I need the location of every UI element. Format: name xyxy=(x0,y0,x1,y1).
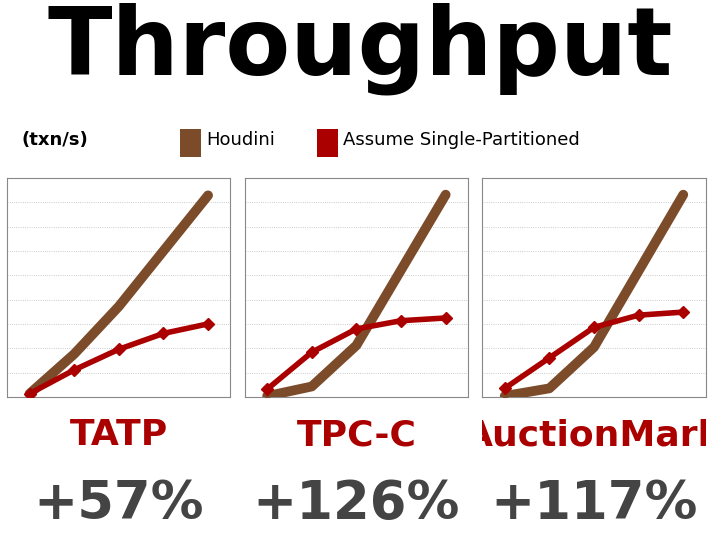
Text: TATP: TATP xyxy=(70,418,168,453)
Text: Assume Single-Partitioned: Assume Single-Partitioned xyxy=(343,131,580,149)
Text: +57%: +57% xyxy=(34,478,204,530)
Text: Throughput: Throughput xyxy=(48,2,672,95)
Text: AuctionMark: AuctionMark xyxy=(465,418,720,453)
Text: Houdini: Houdini xyxy=(207,131,275,149)
Text: +126%: +126% xyxy=(253,478,460,530)
Text: TPC-C: TPC-C xyxy=(297,418,416,453)
FancyBboxPatch shape xyxy=(317,129,338,157)
Text: (txn/s): (txn/s) xyxy=(22,131,89,149)
Text: +117%: +117% xyxy=(490,478,698,530)
FancyBboxPatch shape xyxy=(180,129,201,157)
